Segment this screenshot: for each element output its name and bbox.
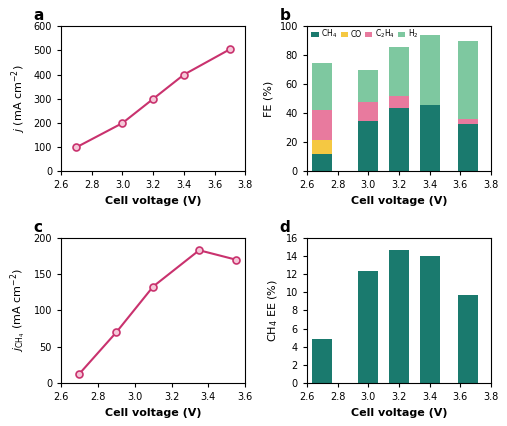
Bar [358, 70, 378, 102]
Text: d: d [279, 220, 290, 235]
X-axis label: Cell voltage (V): Cell voltage (V) [351, 196, 447, 206]
Bar [312, 63, 332, 110]
Bar [420, 105, 440, 172]
Legend: CH$_4$, CO, C$_2$H$_4$, H$_2$: CH$_4$, CO, C$_2$H$_4$, H$_2$ [311, 27, 419, 41]
Text: a: a [33, 9, 44, 23]
X-axis label: Cell voltage (V): Cell voltage (V) [105, 408, 201, 417]
Bar [389, 96, 409, 108]
Bar [312, 140, 332, 154]
Bar [458, 41, 478, 119]
Y-axis label: CH$_4$ EE (%): CH$_4$ EE (%) [266, 279, 280, 342]
Bar [458, 295, 478, 383]
Bar [312, 154, 332, 172]
Bar [389, 46, 409, 96]
Text: c: c [33, 220, 43, 235]
Text: b: b [279, 9, 290, 23]
Bar [389, 250, 409, 383]
Bar [358, 271, 378, 383]
Bar [358, 102, 378, 121]
Bar [312, 339, 332, 383]
X-axis label: Cell voltage (V): Cell voltage (V) [105, 196, 201, 206]
Bar [420, 35, 440, 105]
Y-axis label: $j$ (mA cm$^{-2}$): $j$ (mA cm$^{-2}$) [10, 65, 28, 133]
Bar [458, 119, 478, 124]
Bar [312, 110, 332, 140]
Y-axis label: $j_{\mathrm{CH_4}}$ (mA cm$^{-2}$): $j_{\mathrm{CH_4}}$ (mA cm$^{-2}$) [8, 268, 28, 352]
Bar [420, 256, 440, 383]
Bar [458, 124, 478, 172]
Bar [358, 121, 378, 172]
Y-axis label: FE (%): FE (%) [264, 81, 274, 117]
X-axis label: Cell voltage (V): Cell voltage (V) [351, 408, 447, 417]
Bar [389, 108, 409, 172]
